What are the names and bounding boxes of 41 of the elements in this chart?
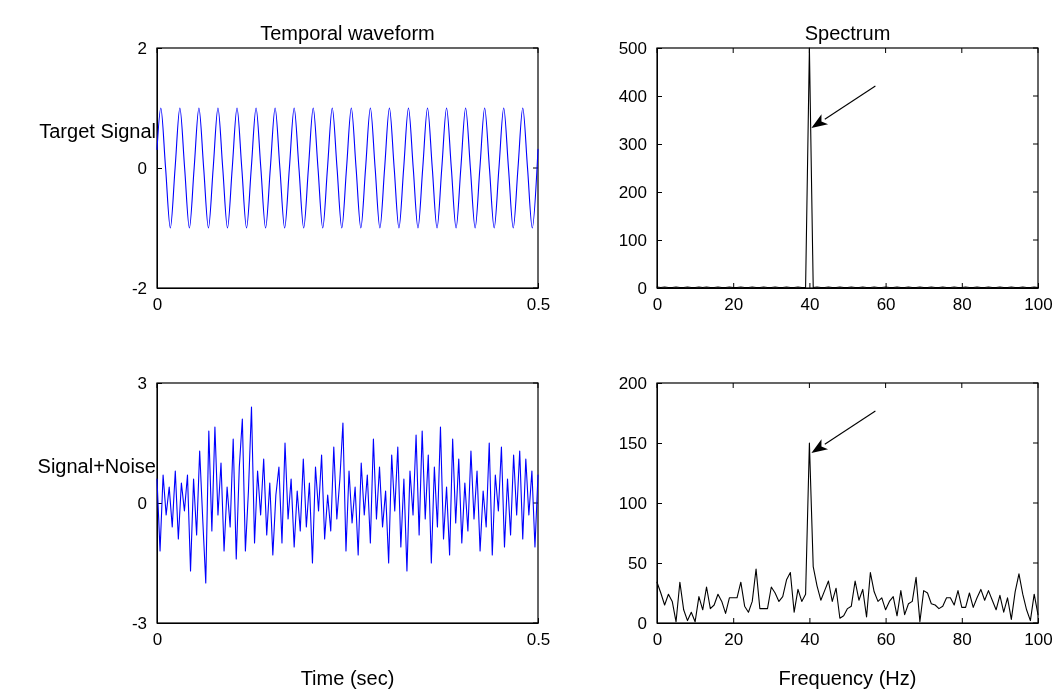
y-tick-label: 200 bbox=[618, 182, 647, 202]
x-tick-label: 0 bbox=[152, 630, 163, 650]
y-tick-label: -2 bbox=[131, 278, 147, 298]
x-tick-label: 80 bbox=[952, 295, 972, 315]
y-tick-label: 0 bbox=[137, 493, 147, 513]
y-tick-label: 100 bbox=[618, 230, 647, 250]
x-tick-label: 0.5 bbox=[526, 630, 551, 650]
x-tick-label: 0.5 bbox=[526, 295, 551, 315]
x-tick-label: 60 bbox=[876, 295, 896, 315]
x-tick-label: 20 bbox=[724, 630, 744, 650]
x-tick-label: 40 bbox=[800, 630, 820, 650]
y-tick-label: 2 bbox=[137, 38, 147, 58]
y-axis-title: Target Signal bbox=[39, 120, 156, 142]
x-tick-label: 60 bbox=[876, 630, 896, 650]
y-tick-label: 50 bbox=[628, 553, 647, 573]
x-tick-label: 100 bbox=[1024, 295, 1053, 315]
x-tick-label: 40 bbox=[800, 295, 820, 315]
x-tick-label: 0 bbox=[652, 295, 663, 315]
x-tick-label: 0 bbox=[652, 630, 663, 650]
y-tick-label: 300 bbox=[618, 134, 647, 154]
y-axis-title: Signal+Noise bbox=[37, 455, 156, 477]
chart-title: Spectrum bbox=[804, 22, 891, 44]
y-tick-label: 0 bbox=[637, 613, 647, 633]
y-tick-label: 100 bbox=[618, 493, 647, 513]
line-series bbox=[156, 107, 539, 229]
chart-title: Temporal waveform bbox=[260, 22, 435, 44]
x-axis-title: Frequency (Hz) bbox=[778, 667, 917, 689]
x-tick-label: 80 bbox=[952, 630, 972, 650]
y-tick-label: 0 bbox=[137, 158, 147, 178]
y-tick-label: 3 bbox=[137, 373, 147, 393]
y-tick-label: 400 bbox=[618, 86, 647, 106]
y-tick-label: 500 bbox=[618, 38, 647, 58]
y-tick-label: 0 bbox=[637, 278, 647, 298]
line-series bbox=[156, 406, 539, 584]
y-tick-label: 150 bbox=[618, 433, 647, 453]
x-tick-label: 0 bbox=[152, 295, 163, 315]
y-tick-label: 200 bbox=[618, 373, 647, 393]
x-axis-title: Time (sec) bbox=[300, 667, 395, 689]
x-tick-label: 20 bbox=[724, 295, 744, 315]
y-tick-label: -3 bbox=[131, 613, 147, 633]
x-tick-label: 100 bbox=[1024, 630, 1053, 650]
